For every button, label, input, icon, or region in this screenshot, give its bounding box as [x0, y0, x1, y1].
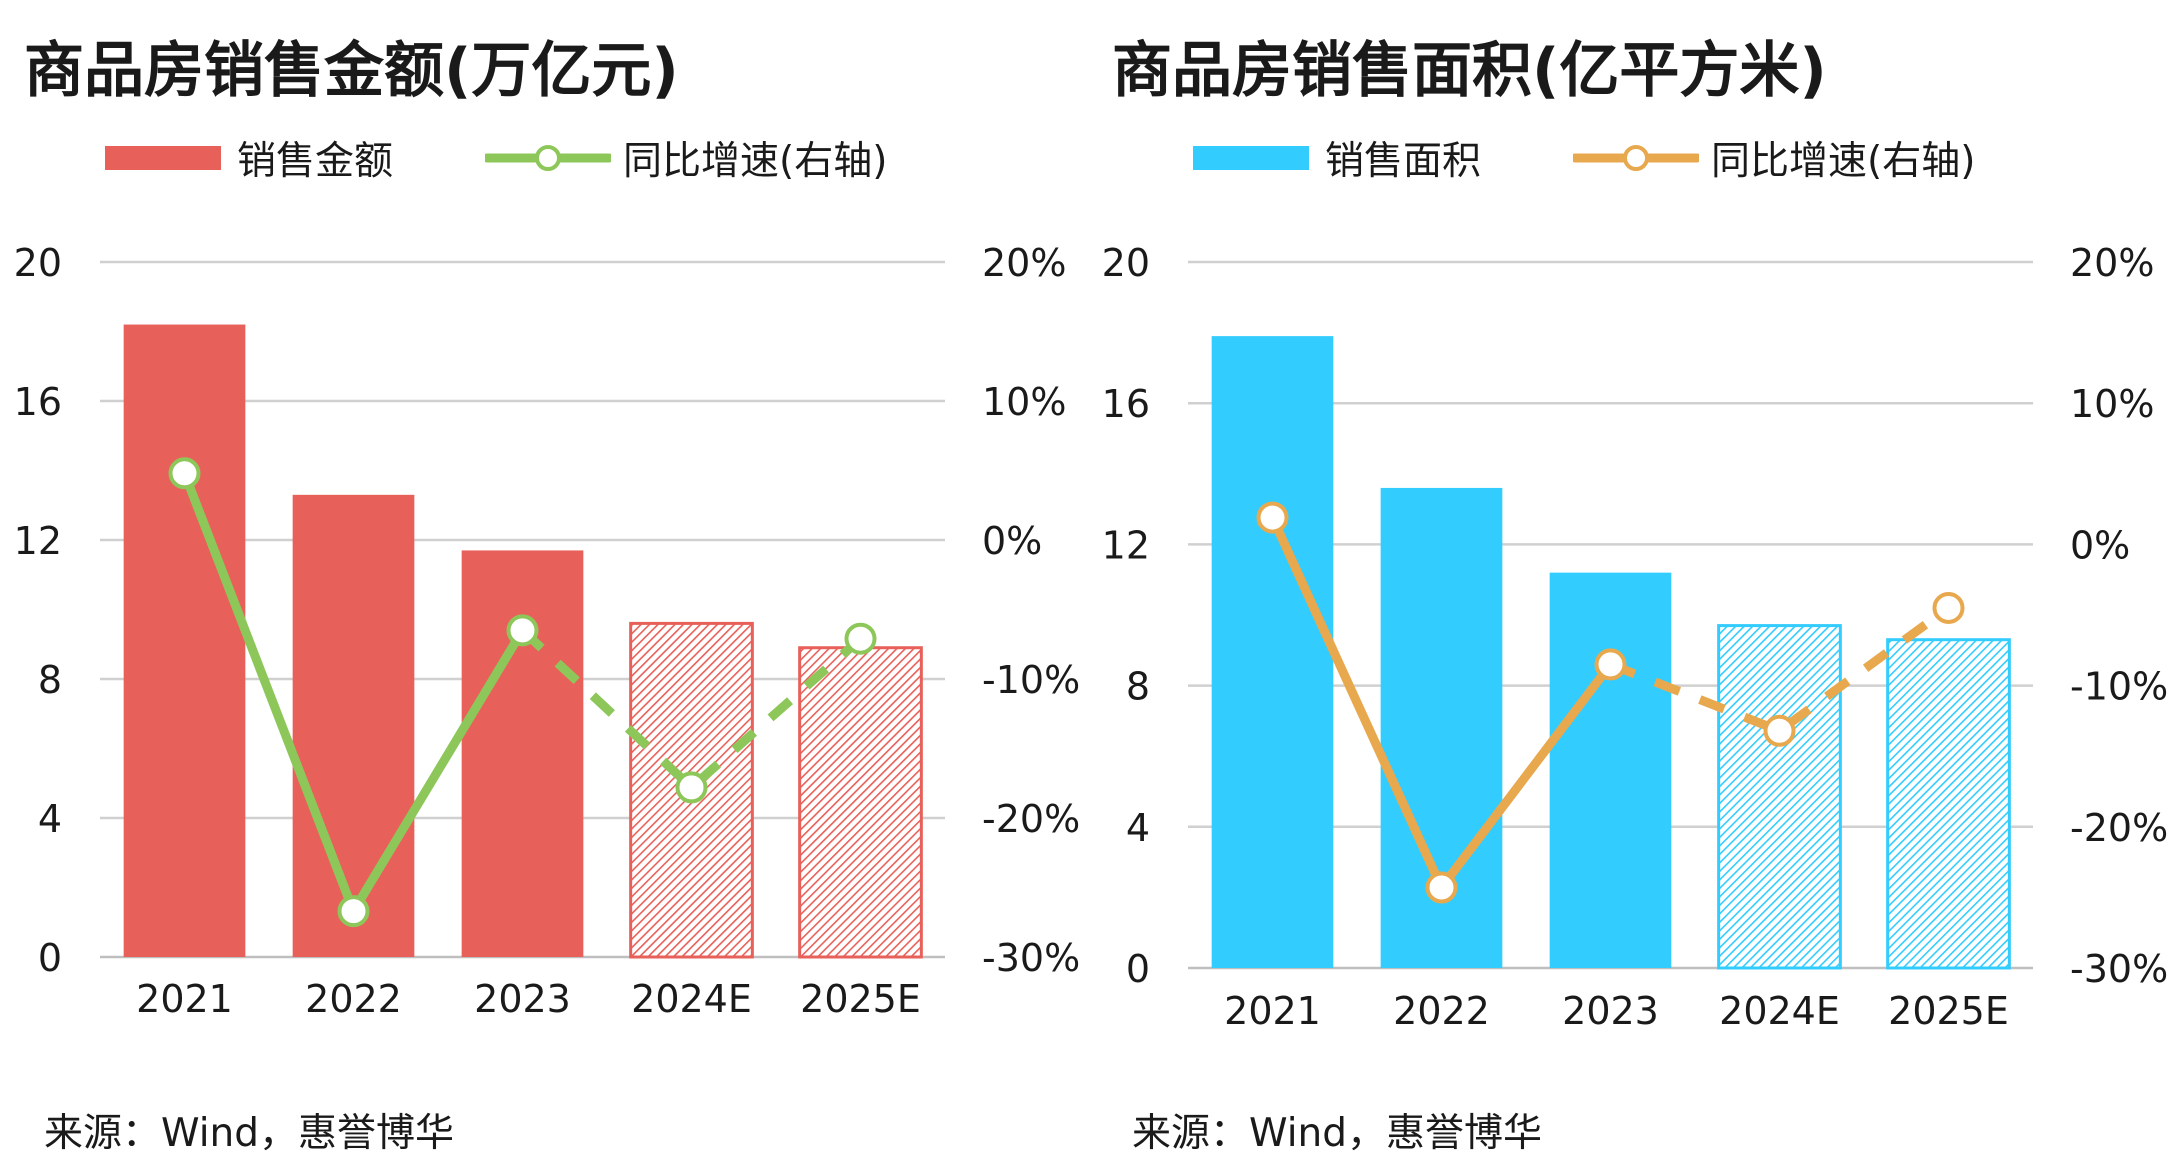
bar-2023: [1549, 572, 1672, 968]
bar-2021: [123, 324, 246, 957]
category-tick-label: 2021: [136, 977, 233, 1021]
growth-point-2023: [1594, 648, 1627, 681]
right-axis-tick-label: 10%: [982, 380, 1066, 424]
growth-line-estimate: [1608, 604, 1952, 736]
right-axis-tick-label: -10%: [2070, 665, 2168, 709]
category-tick-label: 2023: [474, 977, 571, 1021]
chart-legend: 销售面积 同比增速(右轴): [1193, 130, 1975, 186]
growth-point-2021: [168, 457, 201, 490]
category-tick-label: 2021: [1224, 989, 1321, 1033]
category-tick-label: 2025E: [1888, 989, 2009, 1033]
bar-legend-label: 销售金额: [237, 139, 394, 184]
growth-point-2025E: [844, 622, 877, 655]
category-tick-label: 2022: [305, 977, 402, 1021]
right-axis-tick-label: -20%: [2070, 806, 2168, 850]
bar-2025E: [798, 646, 923, 959]
line-legend-swatch: [485, 145, 612, 171]
sales-area-chart-panel: 商品房销售面积(亿平方米) 销售面积 同比增速(右轴) 0 4 8 12 16 20 -30…: [1088, 0, 2175, 1171]
growth-point-2023: [506, 614, 539, 647]
line-legend-swatch: [1573, 145, 1700, 171]
chart-legend: 销售金额 同比增速(右轴): [105, 130, 887, 186]
right-axis-tick-label: -30%: [982, 936, 1080, 980]
bar-2024E: [1717, 624, 1842, 970]
right-axis-tick-label: -20%: [982, 797, 1080, 841]
bar-2021: [1211, 336, 1334, 968]
chart-title: 商品房销售金额(万亿元): [24, 36, 679, 106]
left-axis-tick-label: 8: [38, 658, 62, 702]
growth-point-2022: [1425, 871, 1458, 904]
left-axis-tick-label: 4: [38, 797, 62, 841]
category-tick-label: 2023: [1562, 989, 1659, 1033]
source-note: 来源：Wind，惠誉博华: [44, 1111, 455, 1156]
right-axis-tick-label: -30%: [2070, 947, 2168, 991]
source-note: 来源：Wind，惠誉博华: [1132, 1111, 1543, 1156]
bar-legend-swatch: [105, 146, 221, 170]
combo-chart-plot: 0 4 8 12 16 20 -30% -20% -10% 0% 10% 20% 2021 2022 202…: [14, 241, 1081, 1021]
chart-title: 商品房销售面积(亿平方米): [1112, 36, 1827, 106]
left-axis-tick-label: 12: [1102, 523, 1150, 567]
right-axis-tick-label: 0%: [982, 519, 1042, 563]
category-tick-label: 2024E: [1719, 989, 1840, 1033]
bar-legend-swatch: [1193, 146, 1309, 170]
right-axis-tick-label: 20%: [982, 241, 1066, 285]
line-legend-label: 同比增速(右轴): [1711, 139, 1976, 184]
category-tick-label: 2024E: [631, 977, 752, 1021]
right-axis-tick-label: 20%: [2070, 241, 2154, 285]
growth-point-2021: [1256, 501, 1289, 534]
bar-legend-label: 销售面积: [1325, 139, 1482, 184]
growth-point-2024E: [1763, 714, 1796, 747]
left-axis-tick-label: 12: [14, 519, 62, 563]
left-axis-tick-label: 20: [14, 241, 62, 285]
bar-2023: [461, 550, 584, 957]
combo-chart-plot: 0 4 8 12 16 20 -30% -20% -10% 0% 10% 20% 2021 2022 202…: [1102, 241, 2169, 1033]
category-tick-label: 2022: [1393, 989, 1490, 1033]
left-axis-tick-label: 16: [14, 380, 62, 424]
category-tick-label: 2025E: [800, 977, 921, 1021]
growth-point-2022: [337, 895, 370, 928]
left-axis-tick-label: 20: [1102, 241, 1150, 285]
right-axis-tick-label: 10%: [2070, 382, 2154, 426]
growth-point-2025E: [1932, 591, 1965, 624]
left-axis-tick-label: 16: [1102, 382, 1150, 426]
right-axis-tick-label: 0%: [2070, 523, 2130, 567]
bar-2022: [292, 494, 415, 957]
left-axis-tick-label: 8: [1126, 665, 1150, 709]
left-axis-tick-label: 0: [1126, 947, 1150, 991]
growth-point-2024E: [675, 771, 708, 804]
left-axis-tick-label: 0: [38, 936, 62, 980]
sales-amount-chart-panel: 商品房销售金额(万亿元) 销售金额 同比增速(右轴) 0 4 8 12 16 20 -30%…: [0, 0, 1087, 1171]
right-axis-tick-label: -10%: [982, 658, 1080, 702]
line-legend-label: 同比增速(右轴): [623, 139, 888, 184]
bar-2025E: [1886, 638, 2011, 970]
left-axis-tick-label: 4: [1126, 806, 1150, 850]
